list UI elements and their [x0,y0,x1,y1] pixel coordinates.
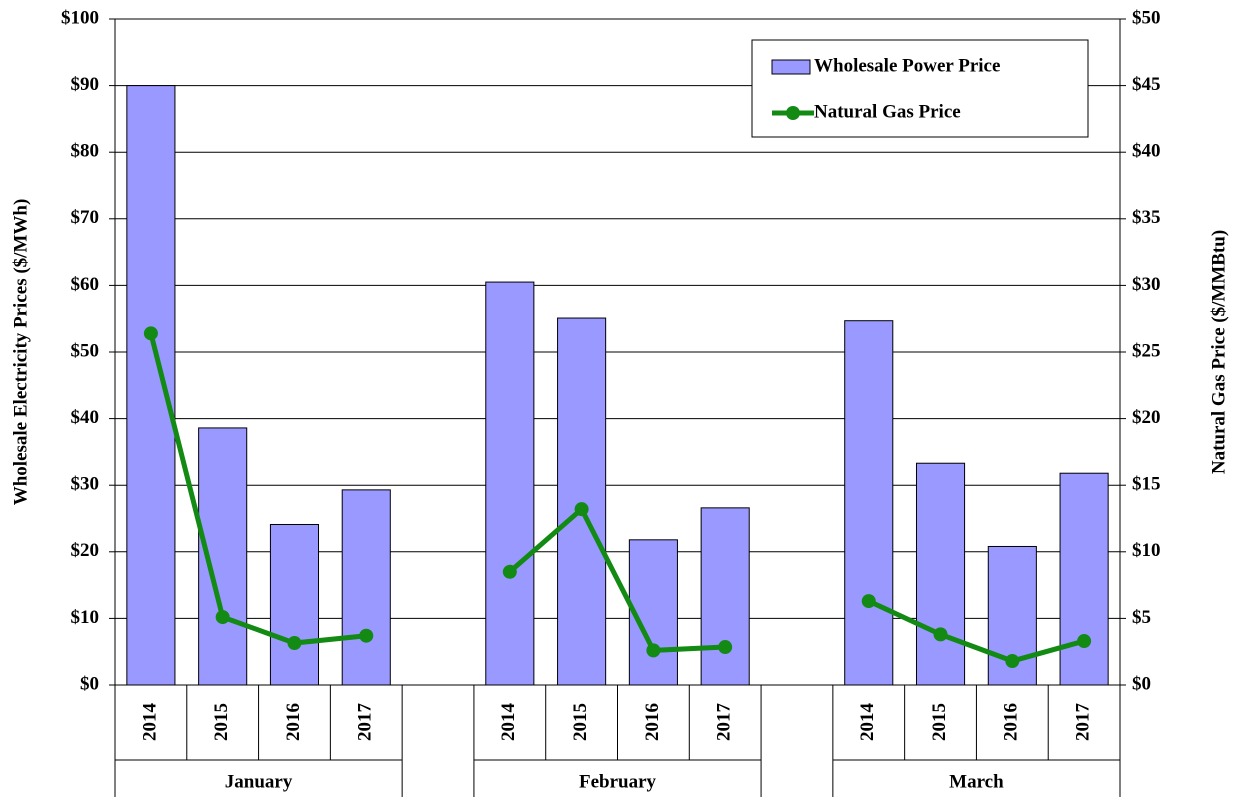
x-tick-label: 2017 [1072,703,1093,742]
legend-label: Natural Gas Price [814,101,961,122]
line [867,598,1085,664]
y-tick-label: $90 [71,74,100,95]
x-tick-label: 2015 [570,703,591,741]
group-label: March [949,771,1004,792]
y-tick-label: $10 [71,607,100,628]
x-tick-label: 2014 [498,703,519,742]
y2-tick-label: $25 [1132,340,1161,361]
line-point [718,640,733,655]
bar [1059,472,1109,686]
bar [628,539,678,686]
line-point [359,628,374,643]
x-tick-label: 2014 [857,703,878,742]
line-point [502,564,517,579]
x-tick-label: 2016 [1001,703,1022,741]
bar [844,320,894,686]
y2-tick-label: $50 [1132,7,1161,28]
x-tick-label: 2015 [211,703,232,741]
legend-label: Wholesale Power Price [814,55,1000,76]
bar [126,85,176,686]
line-point [646,643,661,658]
legend-box [751,39,1089,138]
legend-swatch [786,106,800,120]
bar [915,462,966,686]
y-tick-label: $40 [71,407,100,428]
line-point [933,627,948,642]
y-tick-label: $0 [80,673,99,694]
bar [700,507,750,686]
y2-tick-label: $20 [1132,407,1161,428]
y2-tick-label: $0 [1132,673,1151,694]
line-point [1077,634,1092,649]
legend-swatch [771,59,811,75]
y2-tick-label: $30 [1132,274,1161,295]
x-tick-label: 2016 [642,703,663,741]
y-tick-label: $30 [71,474,100,495]
y2-axis-label: Natural Gas Price ($/MMBtu) [1208,230,1229,474]
y-tick-label: $60 [71,274,100,295]
line-point [215,610,230,625]
bar [341,489,391,686]
x-tick-label: 2014 [139,703,160,742]
bar [485,281,535,686]
y2-tick-label: $45 [1132,74,1161,95]
y-tick-label: $80 [71,141,100,162]
line-point [143,326,158,341]
line [148,332,367,646]
bar [557,317,607,686]
line [508,505,726,653]
y2-tick-label: $35 [1132,207,1161,228]
x-tick-label: 2016 [283,703,304,741]
group-label: January [225,771,293,792]
line-point [861,594,876,609]
line-point [1005,654,1020,669]
line-point [574,502,589,517]
bar [269,523,320,686]
y2-tick-label: $5 [1132,607,1151,628]
y2-tick-label: $40 [1132,141,1161,162]
group-label: February [579,771,657,792]
y-axis-label: Wholesale Electricity Prices ($/MWh) [10,199,31,506]
y-tick-label: $50 [71,340,100,361]
y2-tick-label: $10 [1132,540,1161,561]
line-point [287,636,302,651]
y-tick-label: $100 [61,7,99,28]
y-tick-label: $70 [71,207,100,228]
x-tick-label: 2017 [355,703,376,742]
y2-tick-label: $15 [1132,474,1161,495]
x-tick-label: 2015 [929,703,950,741]
y-tick-label: $20 [71,540,100,561]
x-tick-label: 2017 [714,703,735,742]
